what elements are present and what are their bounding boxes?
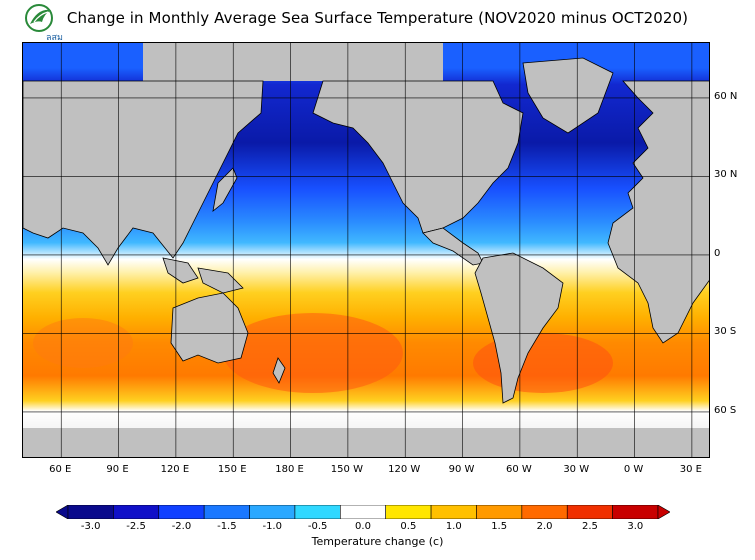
colorbar-tick-label: -2.0 xyxy=(171,521,192,532)
colorbar-tick-label: 1.5 xyxy=(491,521,508,532)
colorbar-tick-label: 2.5 xyxy=(581,521,598,532)
colorbar-tick-label: -0.5 xyxy=(307,521,328,532)
colorbar-tick-label: 0.0 xyxy=(355,521,371,532)
longitude-label: 30 W xyxy=(563,464,590,475)
colorbar-swatch xyxy=(430,505,477,519)
asia-land xyxy=(23,80,264,266)
longitude-label: 90 W xyxy=(448,464,475,475)
colorbar-tick-label: -1.5 xyxy=(217,521,237,532)
colorbar-tick-label: 1.0 xyxy=(445,521,462,532)
colorbar-min-arrow xyxy=(56,505,69,519)
australia-land xyxy=(170,292,249,364)
longitude-label: 150 W xyxy=(330,464,363,475)
colorbar-tick-label: 2.0 xyxy=(536,521,553,532)
page-title: Change in Monthly Average Sea Surface Te… xyxy=(66,9,689,27)
colorbar-swatch xyxy=(67,505,114,519)
warm-anomaly-south-atlantic xyxy=(473,333,613,393)
lat-lon-grid xyxy=(23,43,709,457)
colorbar-swatch xyxy=(476,505,523,519)
colorbar-swatch xyxy=(566,505,613,519)
latitude-label: 30 N xyxy=(714,169,738,181)
colorbar-tick-label: -3.0 xyxy=(80,521,101,532)
colorbar-swatch xyxy=(249,505,296,519)
longitude-label: 150 E xyxy=(217,464,247,475)
colorbar-swatch xyxy=(203,505,250,519)
longitude-label: 30 E xyxy=(679,464,702,475)
colorbar-swatch xyxy=(113,505,160,519)
colorbar-tick-label: 3.0 xyxy=(627,521,644,532)
colorbar-swatch xyxy=(158,505,205,519)
colorbar xyxy=(56,505,670,519)
colorbar-swatch xyxy=(612,505,659,519)
colorbar-swatch xyxy=(521,505,568,519)
longitude-label: 0 W xyxy=(623,464,644,475)
sst-map-canvas xyxy=(23,43,709,457)
colorbar-tick-label: -1.0 xyxy=(262,521,282,532)
colorbar-title: Temperature change (c) xyxy=(311,535,444,548)
longitude-label: 60 W xyxy=(505,464,532,475)
latitude-label: 60 S xyxy=(714,404,737,416)
south-america-land xyxy=(474,252,564,404)
longitude-label: 60 E xyxy=(49,464,72,475)
colorbar-tick-label: -2.5 xyxy=(126,521,146,532)
longitude-label: 120 E xyxy=(160,464,190,475)
sst-map xyxy=(22,42,710,458)
arctic-land xyxy=(143,43,443,81)
latitude-label: 0 xyxy=(714,247,721,259)
europe-africa-land xyxy=(607,80,709,344)
japan-land xyxy=(212,167,238,212)
latitude-label: 60 N xyxy=(714,90,738,102)
warm-anomaly-indian-ocean xyxy=(33,318,133,368)
antarctica-land xyxy=(23,428,709,457)
longitude-label: 90 E xyxy=(106,464,129,475)
colorbar-max-arrow xyxy=(657,505,670,519)
warm-anomaly-south-pacific xyxy=(223,313,403,393)
logo-text: ลสม xyxy=(46,33,63,42)
logo: ลสม xyxy=(22,2,66,43)
colorbar-tick-label: 0.5 xyxy=(400,521,417,532)
greenland-land xyxy=(522,57,614,134)
longitude-label: 120 W xyxy=(388,464,421,475)
longitude-label: 180 E xyxy=(275,464,304,475)
new-zealand-land xyxy=(272,357,286,384)
colorbar-swatch xyxy=(385,505,432,519)
latitude-label: 30 S xyxy=(714,326,737,338)
borneo-land xyxy=(162,257,199,284)
colorbar-swatch xyxy=(294,505,341,519)
colorbar-swatch xyxy=(340,505,386,519)
